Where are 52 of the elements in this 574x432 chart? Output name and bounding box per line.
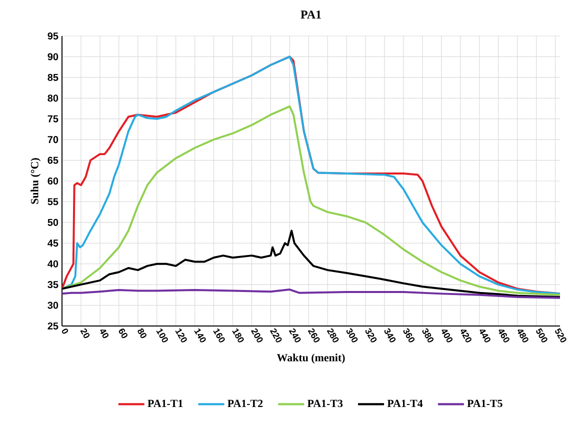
x-tick-label: 460 xyxy=(498,330,510,342)
line-series xyxy=(62,288,560,299)
legend-label: PA1-T3 xyxy=(307,400,343,408)
y-tick-label: 70 xyxy=(48,136,58,144)
x-tick-label: 200 xyxy=(250,328,263,342)
legend-label: PA1-T2 xyxy=(228,400,263,408)
y-tick-label: 50 xyxy=(48,218,58,226)
legend-label: PA1-T5 xyxy=(467,400,502,408)
x-tick-label: 240 xyxy=(288,328,301,342)
y-tick-label: 40 xyxy=(48,260,58,268)
y-tick-label: 80 xyxy=(48,94,58,102)
x-tick-label: 340 xyxy=(384,328,396,342)
x-tick-label: 40 xyxy=(100,330,108,338)
x-tick-label: 440 xyxy=(480,330,490,342)
y-tick-label: 85 xyxy=(48,74,58,81)
x-tick-label: 120 xyxy=(175,328,187,342)
x-tick-label: 400 xyxy=(442,330,452,342)
x-tick-label: 280 xyxy=(326,328,339,342)
y-tick-label: 60 xyxy=(48,177,58,185)
x-tick-label: 500 xyxy=(536,328,548,342)
x-tick-label: 260 xyxy=(308,328,320,342)
x-tick-label: 320 xyxy=(365,328,377,342)
x-tick-label: 20 xyxy=(80,328,90,338)
x-tick-label: 80 xyxy=(138,328,146,338)
y-tick-label: 90 xyxy=(48,53,58,60)
y-tick-label: 35 xyxy=(48,281,58,288)
legend-label: PA1-T1 xyxy=(148,400,183,408)
x-tick-label: 60 xyxy=(118,328,128,338)
y-tick-label: 75 xyxy=(48,115,58,122)
y-tick-label: 55 xyxy=(48,198,58,206)
x-tick-label: 520 xyxy=(555,328,566,342)
x-tick-label: 360 xyxy=(403,328,415,342)
line-series xyxy=(62,105,560,296)
x-tick-label: 100 xyxy=(156,328,168,342)
y-tick-label: 95 xyxy=(48,32,58,40)
x-tick-label: 0 xyxy=(62,328,68,334)
x-axis-title: Waktu (menit) xyxy=(276,354,345,364)
x-tick-label: 220 xyxy=(270,328,282,342)
x-tick-label: 380 xyxy=(422,328,434,342)
y-tick-label: 45 xyxy=(48,240,58,247)
y-axis-title: Suhu (°C) xyxy=(30,158,41,204)
x-tick-label: 420 xyxy=(460,330,472,342)
x-tick-label: 160 xyxy=(213,328,225,342)
chart-title: PA1 xyxy=(300,10,321,19)
x-tick-label: 300 xyxy=(346,328,358,342)
y-tick-label: 25 xyxy=(48,322,58,330)
x-tick-label: 480 xyxy=(518,330,528,342)
y-tick-label: 30 xyxy=(48,302,58,309)
x-tick-label: 180 xyxy=(232,328,244,342)
y-tick-label: 65 xyxy=(48,156,58,164)
x-tick-label: 140 xyxy=(194,328,206,342)
legend-label: PA1-T4 xyxy=(387,400,423,408)
